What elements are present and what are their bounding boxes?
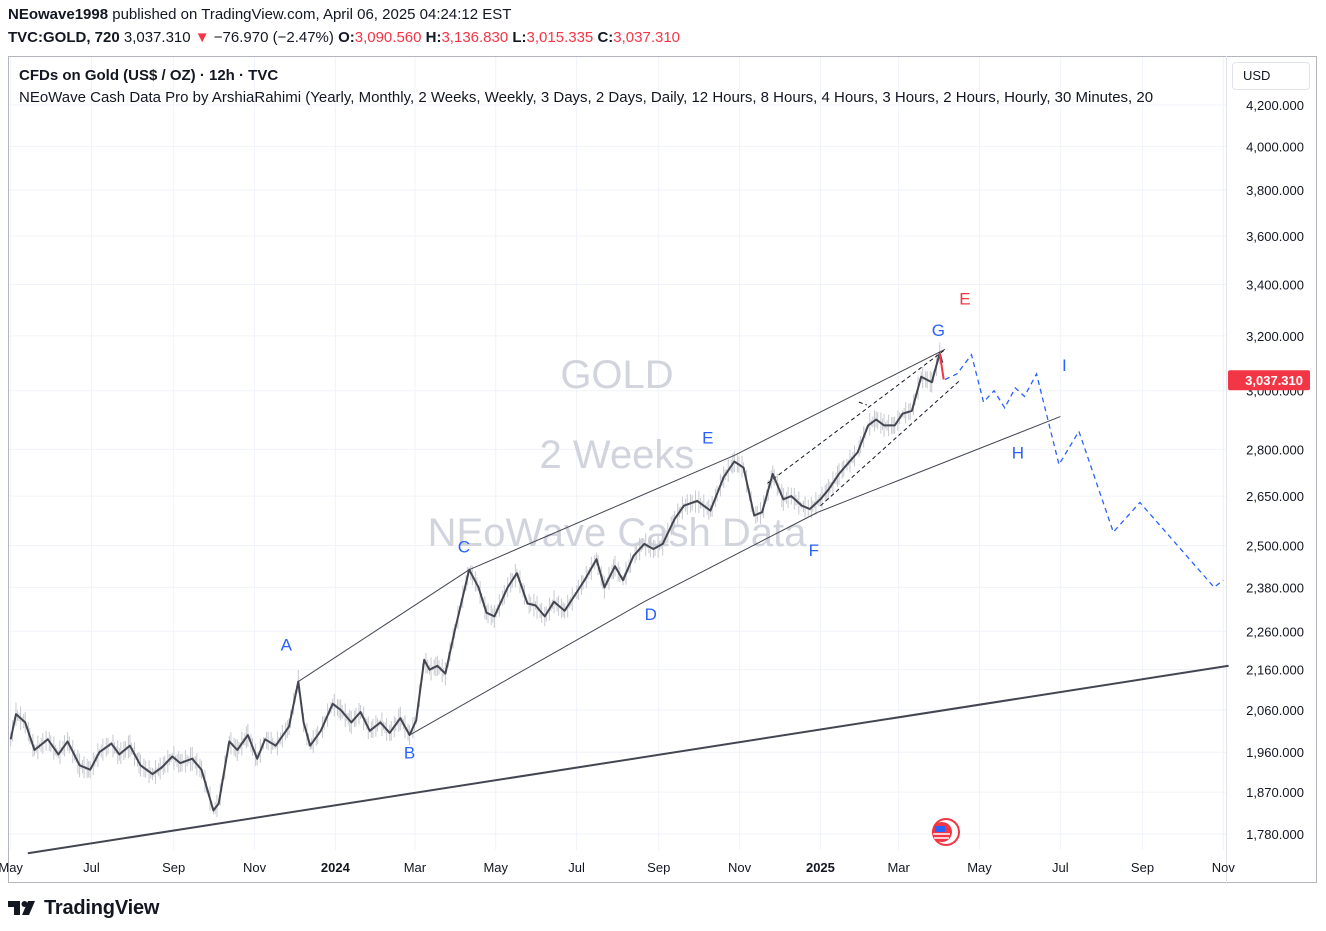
watermark-text: GOLD	[560, 353, 673, 397]
y-tick-label: 4,200.000	[1246, 98, 1304, 113]
dashed-trendline	[767, 350, 945, 484]
x-axis: May Jul Sep Nov 2024 Mar May Jul Sep Nov 2025 Mar Ma…	[0, 860, 1235, 875]
x-tick-label: May	[967, 860, 992, 875]
tradingview-icon	[8, 901, 35, 915]
red-leg	[938, 353, 945, 380]
trendline	[469, 454, 735, 571]
y-tick-label: 2,160.000	[1246, 663, 1304, 678]
x-tick-label: Nov	[1212, 860, 1236, 875]
high-value: 3,136.830	[441, 29, 509, 46]
x-tick-label: May	[483, 860, 508, 875]
ohlc-header: TVC:GOLD, 720 3,037.310 ▼ −76.970 (−2.47…	[8, 29, 680, 46]
x-tick-label: Nov	[728, 860, 752, 875]
trendlines	[27, 348, 1229, 855]
x-tick-label: Jul	[1052, 860, 1069, 875]
x-tick-label: Mar	[887, 860, 910, 875]
down-arrow-icon: ▼	[194, 29, 210, 46]
author-name[interactable]: NEowave1998	[8, 6, 109, 23]
trendline	[734, 348, 946, 456]
wave-label: I	[1062, 356, 1067, 375]
projection-line	[944, 353, 1224, 589]
last-price: 3,037.310	[123, 29, 191, 46]
x-tick-label: Jul	[83, 860, 100, 875]
price-change: −76.970 (−2.47%)	[213, 29, 334, 46]
dashed-trendline	[858, 401, 867, 406]
wave-label: D	[645, 605, 657, 624]
currency-button[interactable]: USD	[1232, 62, 1310, 90]
x-tick-label: Jul	[568, 860, 585, 875]
x-tick-label: 2025	[806, 860, 835, 875]
x-tick-label: May	[0, 860, 23, 875]
x-tick-label: Nov	[243, 860, 267, 875]
y-tick-label: 3,800.000	[1246, 183, 1304, 198]
last-price-tag	[1228, 370, 1310, 391]
price-series	[9, 352, 1224, 812]
y-tick-label: 2,500.000	[1246, 539, 1304, 554]
low-value: 3,015.335	[526, 29, 594, 46]
high-label: H:	[425, 29, 442, 46]
publish-header: NEowave1998 published on TradingView.com…	[8, 6, 511, 23]
open-label: O:	[338, 29, 355, 46]
trendline	[27, 664, 1229, 855]
wave-label: E	[959, 290, 970, 309]
y-tick-label: 4,000.000	[1246, 139, 1304, 154]
price-line	[9, 352, 944, 812]
chart-frame	[8, 56, 1317, 883]
symbol-legend[interactable]: CFDs on Gold (US$ / OZ) · 12h · TVC	[19, 67, 279, 84]
wave-label: H	[1012, 443, 1024, 462]
close-label: C:	[597, 29, 614, 46]
last-price-tag-label: 3,037.310	[1245, 373, 1303, 388]
x-tick-label: Sep	[647, 860, 670, 875]
y-tick-label: 3,200.000	[1246, 329, 1304, 344]
y-axis: 4,200.000 4,000.000 3,800.000 3,600.000 3,40…	[1228, 98, 1310, 842]
open-value: 3,090.560	[354, 29, 422, 46]
y-tick-label: 3,600.000	[1246, 229, 1304, 244]
x-tick-label: 2024	[321, 860, 351, 875]
y-tick-label: 2,060.000	[1246, 703, 1304, 718]
watermark: GOLD 2 Weeks NEoWave Cash Data	[428, 353, 807, 555]
wave-label: A	[281, 635, 293, 654]
publish-info: published on TradingView.com, April 06, …	[112, 6, 512, 23]
trendline	[643, 511, 819, 603]
ticker: TVC:GOLD, 720	[8, 29, 120, 46]
trendline	[297, 569, 470, 682]
faint-bars	[10, 342, 942, 818]
y-tick-label: 2,380.000	[1246, 580, 1304, 595]
y-tick-label: 2,650.000	[1246, 489, 1304, 504]
y-tick-label: 2,260.000	[1246, 624, 1304, 639]
trendline	[409, 601, 645, 736]
low-label: L:	[512, 29, 527, 46]
x-tick-label: Mar	[404, 860, 427, 875]
price-scale-separator	[1226, 56, 1227, 883]
y-tick-label: 2,800.000	[1246, 442, 1304, 457]
wave-label: E	[702, 428, 713, 447]
dashed-trendline	[820, 379, 962, 507]
y-tick-label: 1,780.000	[1246, 827, 1304, 842]
watermark-text: 2 Weeks	[540, 433, 695, 477]
tradingview-logo[interactable]: TradingView	[8, 895, 159, 921]
indicator-legend[interactable]: NEoWave Cash Data Pro by ArshiaRahimi (Y…	[19, 89, 1154, 106]
trendline	[817, 416, 1061, 513]
wave-label: F	[809, 541, 819, 560]
x-tick-label: Sep	[162, 860, 185, 875]
y-tick-label: 1,870.000	[1246, 785, 1304, 800]
wave-label: C	[458, 537, 470, 556]
flag-canton	[935, 826, 945, 832]
chart-extras	[932, 818, 960, 846]
watermark-text: NEoWave Cash Data	[428, 511, 807, 555]
y-tick-label: 1,960.000	[1246, 745, 1304, 760]
wave-label: B	[404, 744, 415, 763]
y-tick-label: 3,400.000	[1246, 277, 1304, 292]
wave-label: G	[932, 321, 945, 340]
gridlines	[9, 57, 1226, 850]
close-value: 3,037.310	[613, 29, 681, 46]
tradingview-wordmark: TradingView	[44, 896, 160, 919]
x-tick-label: Sep	[1131, 860, 1154, 875]
